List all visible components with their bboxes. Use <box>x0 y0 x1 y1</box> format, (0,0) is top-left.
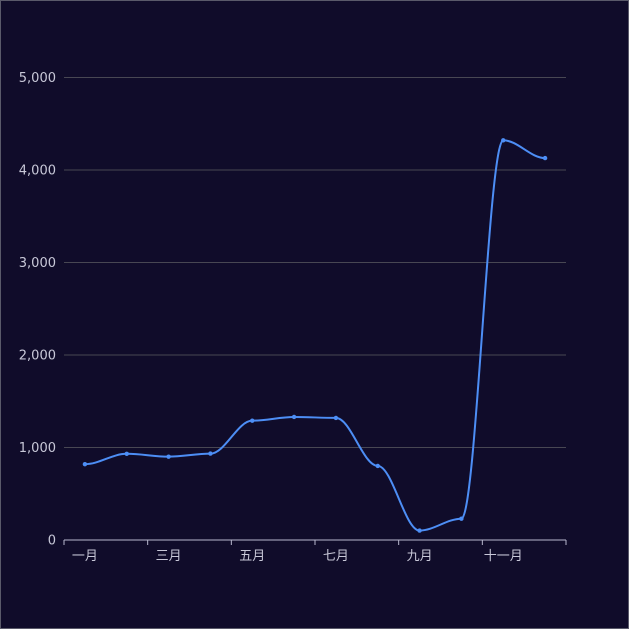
x-tick-label: 七月 <box>323 549 349 564</box>
data-point[interactable] <box>542 155 548 161</box>
data-point[interactable] <box>82 461 88 467</box>
x-tick-label: 十一月 <box>484 549 523 564</box>
y-tick-label: 4,000 <box>19 164 56 179</box>
y-tick-label: 1,000 <box>19 441 56 456</box>
data-point[interactable] <box>250 418 255 423</box>
y-tick-label: 3,000 <box>19 256 56 271</box>
data-point[interactable] <box>166 454 171 459</box>
y-tick-label: 5,000 <box>19 71 56 86</box>
data-point[interactable] <box>291 414 297 420</box>
data-point[interactable] <box>124 451 129 456</box>
gridlines <box>64 77 566 448</box>
x-axis-labels: 一月 三月 五月 七月 九月 十一月 <box>72 549 523 564</box>
x-axis <box>63 539 567 545</box>
data-point[interactable] <box>208 451 213 456</box>
data-point[interactable] <box>375 463 380 469</box>
data-points <box>82 138 548 533</box>
x-tick-label: 九月 <box>407 549 433 564</box>
data-point[interactable] <box>459 516 464 521</box>
y-tick-label: 0 <box>48 534 56 549</box>
x-tick-label: 三月 <box>156 549 182 564</box>
y-tick-label: 2,000 <box>19 349 56 364</box>
y-axis-labels: 0 1,000 2,000 3,000 4,000 5,000 <box>19 71 56 549</box>
data-point[interactable] <box>417 528 422 533</box>
x-tick-label: 五月 <box>239 549 265 564</box>
x-tick-label: 一月 <box>72 549 98 564</box>
data-point[interactable] <box>333 415 339 421</box>
series-line <box>84 139 546 532</box>
data-point[interactable] <box>501 138 506 143</box>
